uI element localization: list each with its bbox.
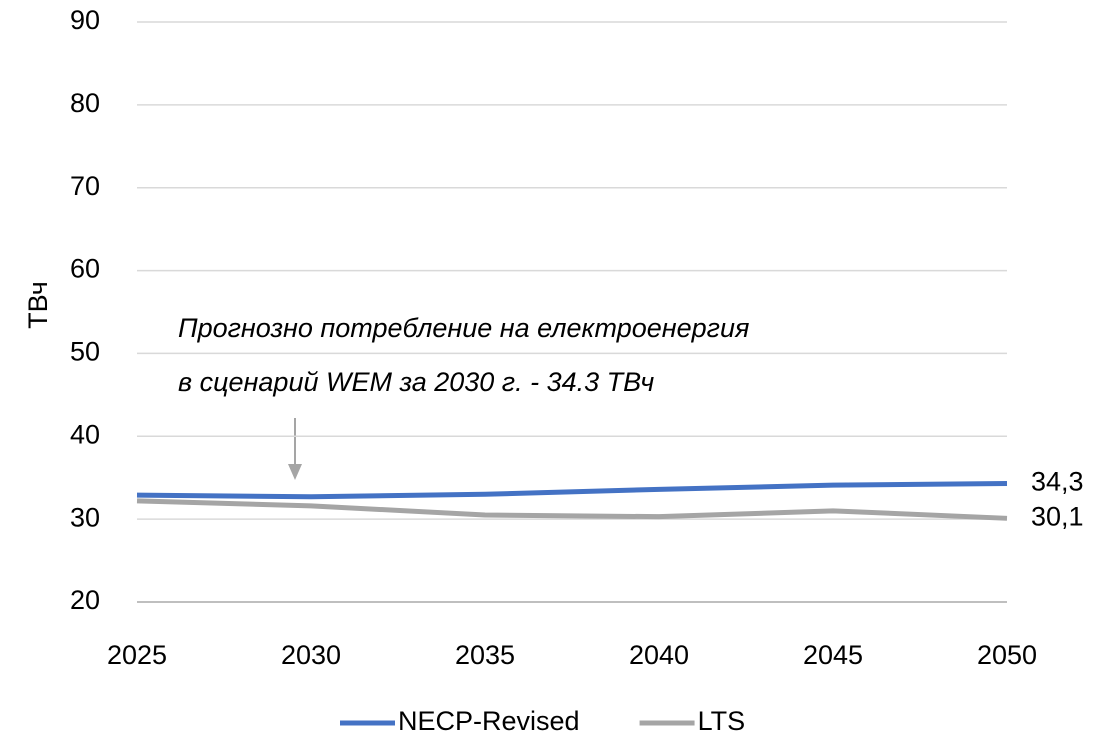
x-tick-label: 2030 (281, 640, 341, 670)
x-tick-label: 2035 (455, 640, 515, 670)
y-tick-label: 50 (70, 337, 100, 367)
data-label: 30,1 (1031, 501, 1084, 531)
annotation: Прогнозно потребление на електроенергия (178, 313, 749, 343)
annotation: в сценарий WEM за 2030 г. - 34.3 ТВч (178, 367, 654, 397)
data-label: 34,3 (1031, 467, 1084, 497)
legend-label: LTS (698, 706, 746, 736)
series-line (136, 498, 1008, 521)
y-tick-label: 30 (70, 502, 100, 532)
y-tick-label: 90 (70, 5, 100, 35)
x-tick-label: 2025 (107, 640, 167, 670)
annotation-arrowhead (288, 464, 302, 480)
y-tick-label: 40 (70, 419, 100, 449)
x-tick-label: 2040 (629, 640, 689, 670)
y-tick-label: 20 (70, 585, 100, 615)
y-axis-label: ТВч (23, 281, 53, 329)
y-tick-label: 70 (70, 171, 100, 201)
legend-label: NECP-Revised (398, 706, 580, 736)
series-line (136, 481, 1008, 500)
x-tick-label: 2045 (803, 640, 863, 670)
y-tick-label: 60 (70, 254, 100, 284)
x-tick-label: 2050 (977, 640, 1037, 670)
y-tick-label: 80 (70, 88, 100, 118)
